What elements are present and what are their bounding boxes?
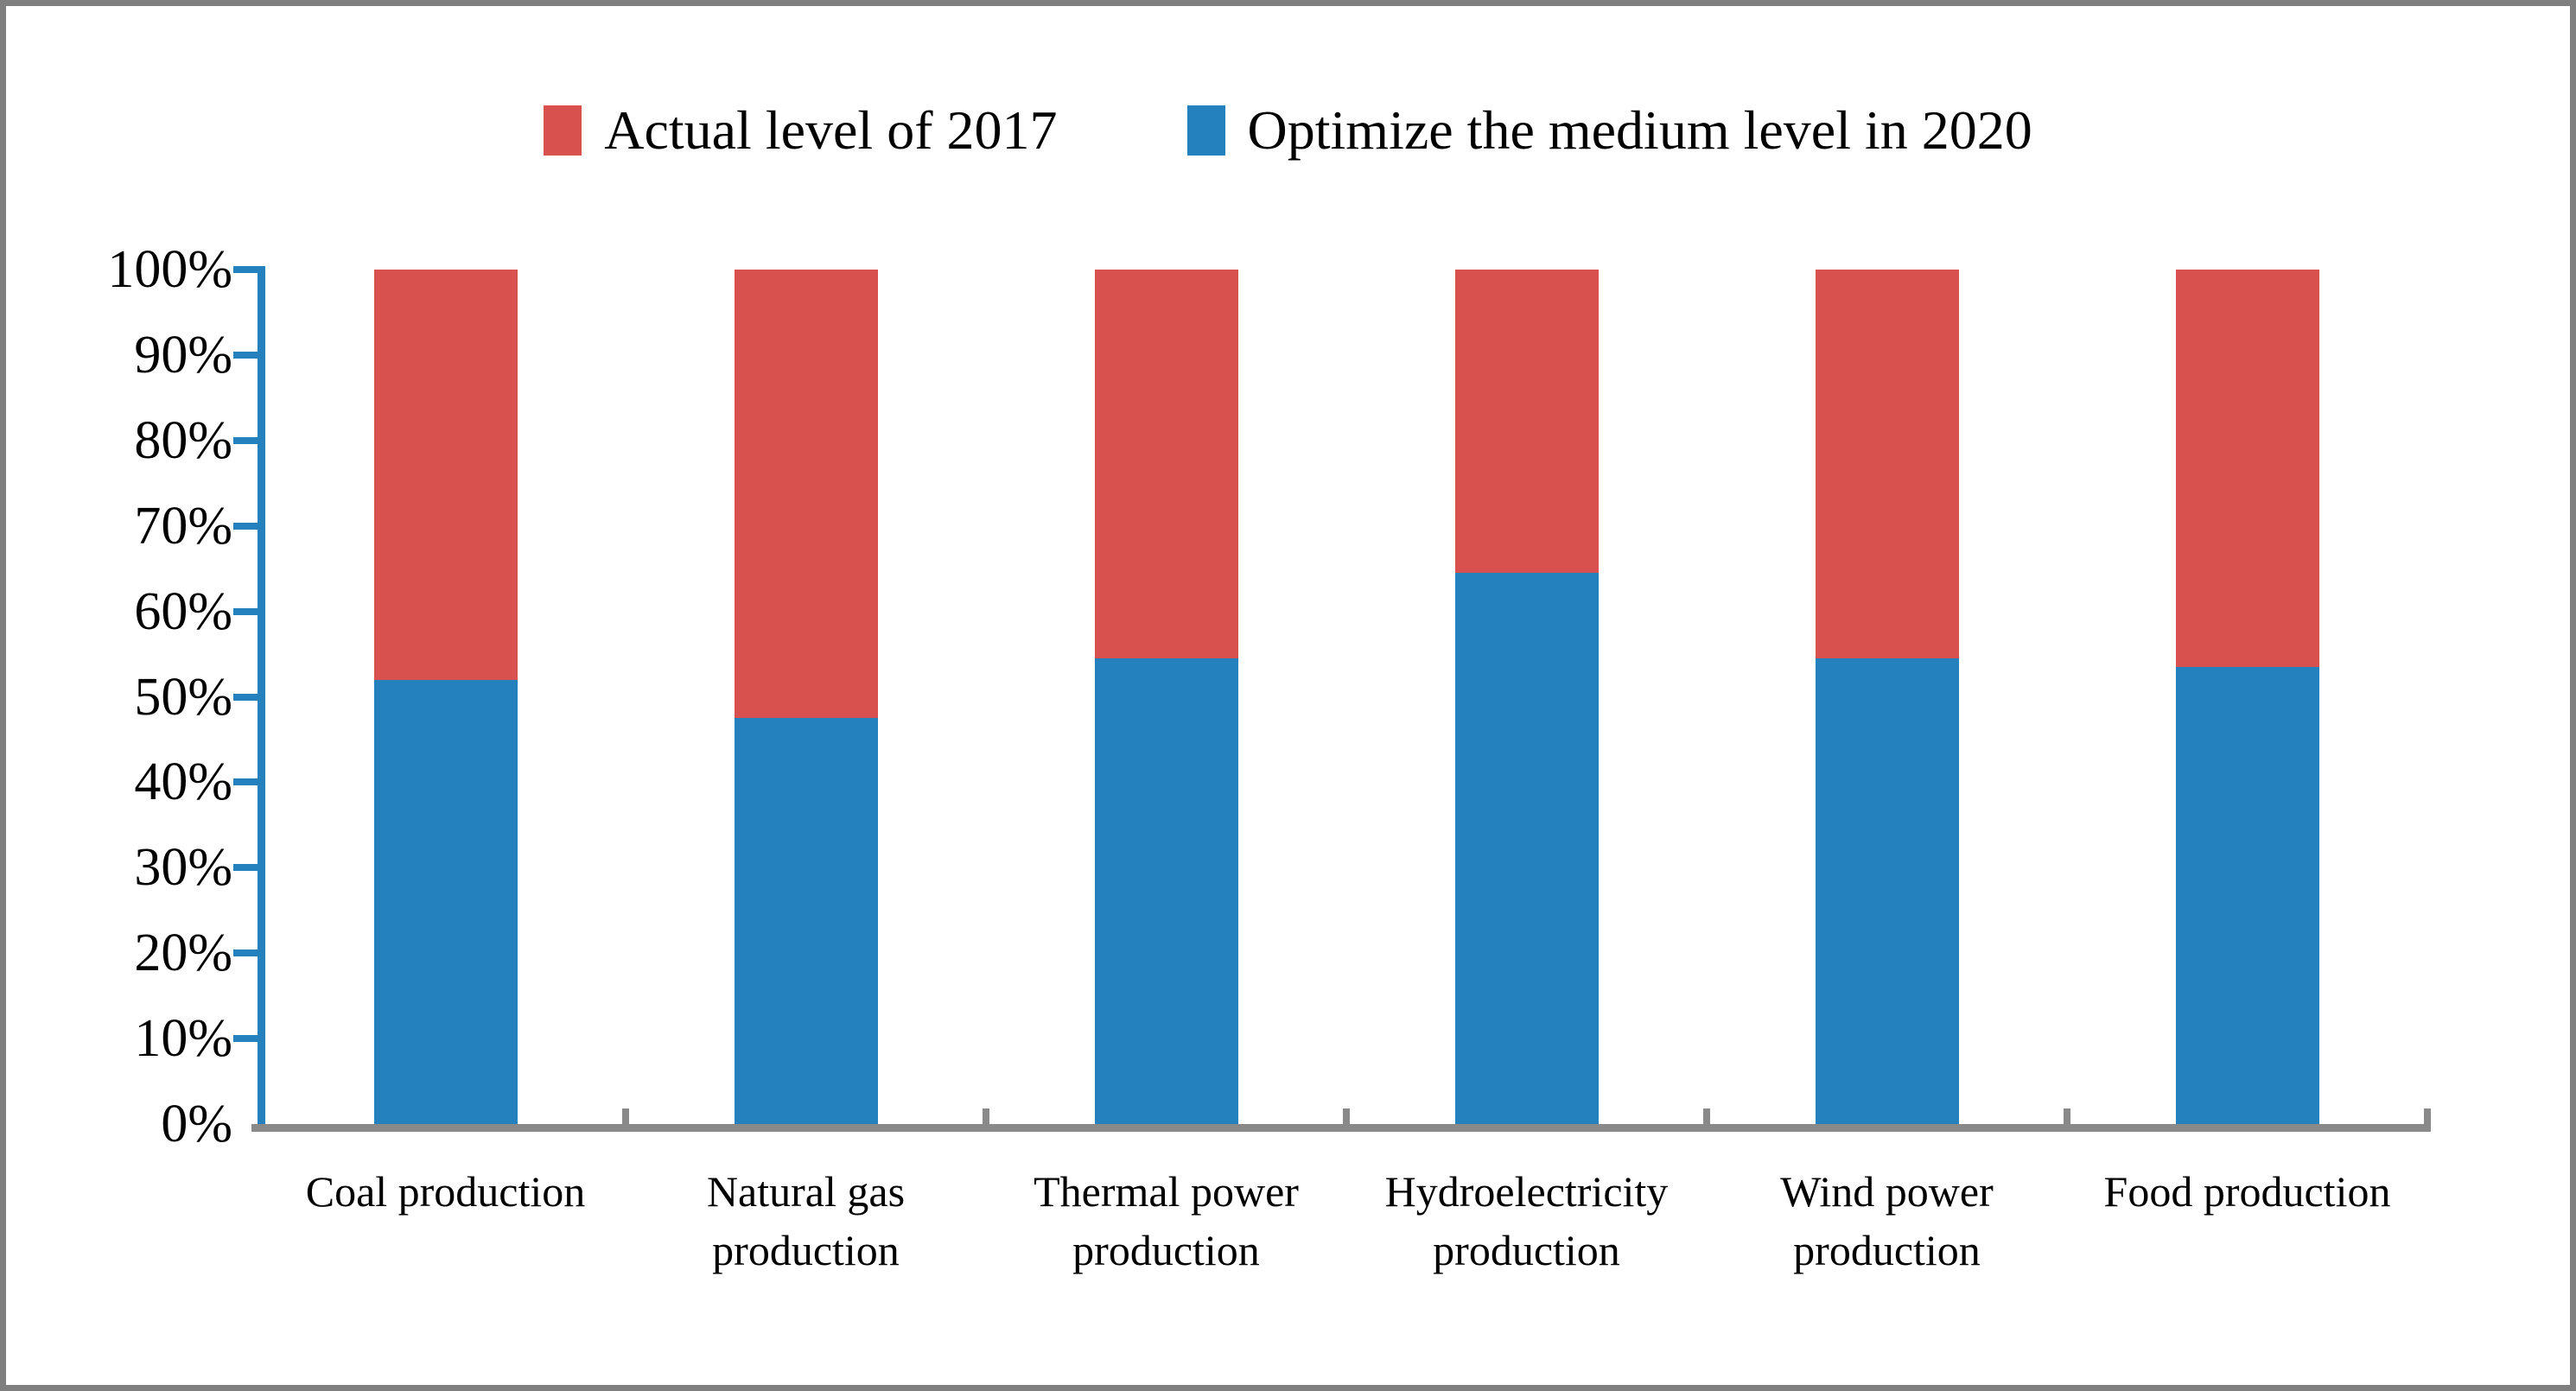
y-tick-label: 80% xyxy=(134,410,232,470)
stacked-bar-3 xyxy=(1454,270,1599,1124)
bar-slot-3 xyxy=(1346,270,1707,1124)
y-axis-tick xyxy=(233,950,258,957)
legend-label: Optimize the medium level in 2020 xyxy=(1247,99,2032,161)
bar-slot-0 xyxy=(265,270,626,1124)
y-tick-label: 40% xyxy=(134,753,232,812)
y-axis-tick xyxy=(233,693,258,701)
stacked-bar-0 xyxy=(373,270,518,1124)
plot-area xyxy=(233,266,2431,1132)
category-label-3: Hydroelectricity production xyxy=(1384,1167,1669,1274)
y-tick-label: 70% xyxy=(134,496,232,556)
x-axis-tick xyxy=(983,1108,989,1124)
y-axis-labels: 100% 90% 80% 70% 60% 50% 40% 30% 20% 10% 0% xyxy=(6,240,232,1153)
category-label-5: Food production xyxy=(2103,1167,2391,1216)
bars-container xyxy=(265,270,2427,1124)
y-axis-tick xyxy=(233,436,258,444)
y-tick-label: 90% xyxy=(134,325,232,384)
bar-segment-actual-2017 xyxy=(373,270,518,680)
legend-item-1: Optimize the medium level in 2020 xyxy=(1186,99,2032,161)
y-tick-label: 100% xyxy=(107,240,232,299)
bar-segment-actual-2017 xyxy=(1094,270,1238,658)
bar-segment-actual-2017 xyxy=(734,270,878,719)
x-axis-tick xyxy=(622,1108,629,1124)
stacked-bar-4 xyxy=(1815,270,1959,1124)
x-axis-tick xyxy=(2064,1108,2070,1124)
bar-slot-5 xyxy=(2067,270,2427,1124)
y-tick-label: 20% xyxy=(134,924,232,983)
y-axis-tick xyxy=(233,522,258,530)
legend-label: Actual level of 2017 xyxy=(604,99,1058,161)
bar-segment-actual-2017 xyxy=(2175,270,2319,667)
bar-slot-4 xyxy=(1707,270,2067,1124)
y-axis-tick xyxy=(233,864,258,872)
x-axis-tick xyxy=(1703,1108,1710,1124)
y-axis-line xyxy=(258,266,265,1124)
x-axis-line xyxy=(251,1124,2431,1132)
y-axis-tick xyxy=(233,266,258,273)
y-tick-label: 60% xyxy=(134,581,232,641)
category-label-2: Thermal power production xyxy=(1034,1167,1299,1274)
x-axis-tick xyxy=(1343,1108,1350,1124)
y-axis-tick xyxy=(233,607,258,615)
y-tick-label: 10% xyxy=(134,1009,232,1069)
bar-segment-optimize-2020 xyxy=(1094,657,1238,1124)
legend-swatch-icon xyxy=(1186,105,1225,156)
y-axis-tick xyxy=(233,1035,258,1043)
bar-segment-optimize-2020 xyxy=(373,679,518,1124)
stacked-bar-5 xyxy=(2175,270,2319,1124)
category-label-4: Wind power production xyxy=(1780,1167,1994,1274)
bar-segment-optimize-2020 xyxy=(1815,657,1959,1124)
y-tick-label: 30% xyxy=(134,838,232,898)
category-label-1: Natural gas production xyxy=(706,1167,906,1274)
x-axis-category-labels: Coal production Natural gas production The… xyxy=(265,1162,2427,1280)
bar-segment-optimize-2020 xyxy=(734,718,878,1124)
category-label-0: Coal production xyxy=(305,1167,586,1216)
bar-slot-1 xyxy=(626,270,986,1124)
bar-segment-actual-2017 xyxy=(1815,270,1959,658)
bar-segment-optimize-2020 xyxy=(1454,573,1599,1124)
bar-segment-actual-2017 xyxy=(1454,270,1599,574)
y-tick-label: 50% xyxy=(134,667,232,727)
stacked-bar-2 xyxy=(1094,270,1238,1124)
y-axis-tick xyxy=(233,778,258,786)
bar-slot-2 xyxy=(986,270,1346,1124)
stacked-bar-1 xyxy=(734,270,878,1124)
x-axis-tick xyxy=(2424,1108,2431,1124)
y-tick-label: 0% xyxy=(161,1095,232,1153)
chart-legend: Actual level of 2017 Optimize the medium … xyxy=(6,103,2570,158)
y-axis-tick xyxy=(233,351,258,359)
bar-segment-optimize-2020 xyxy=(2175,666,2319,1124)
legend-swatch-icon xyxy=(544,105,582,156)
legend-item-0: Actual level of 2017 xyxy=(544,99,1058,161)
